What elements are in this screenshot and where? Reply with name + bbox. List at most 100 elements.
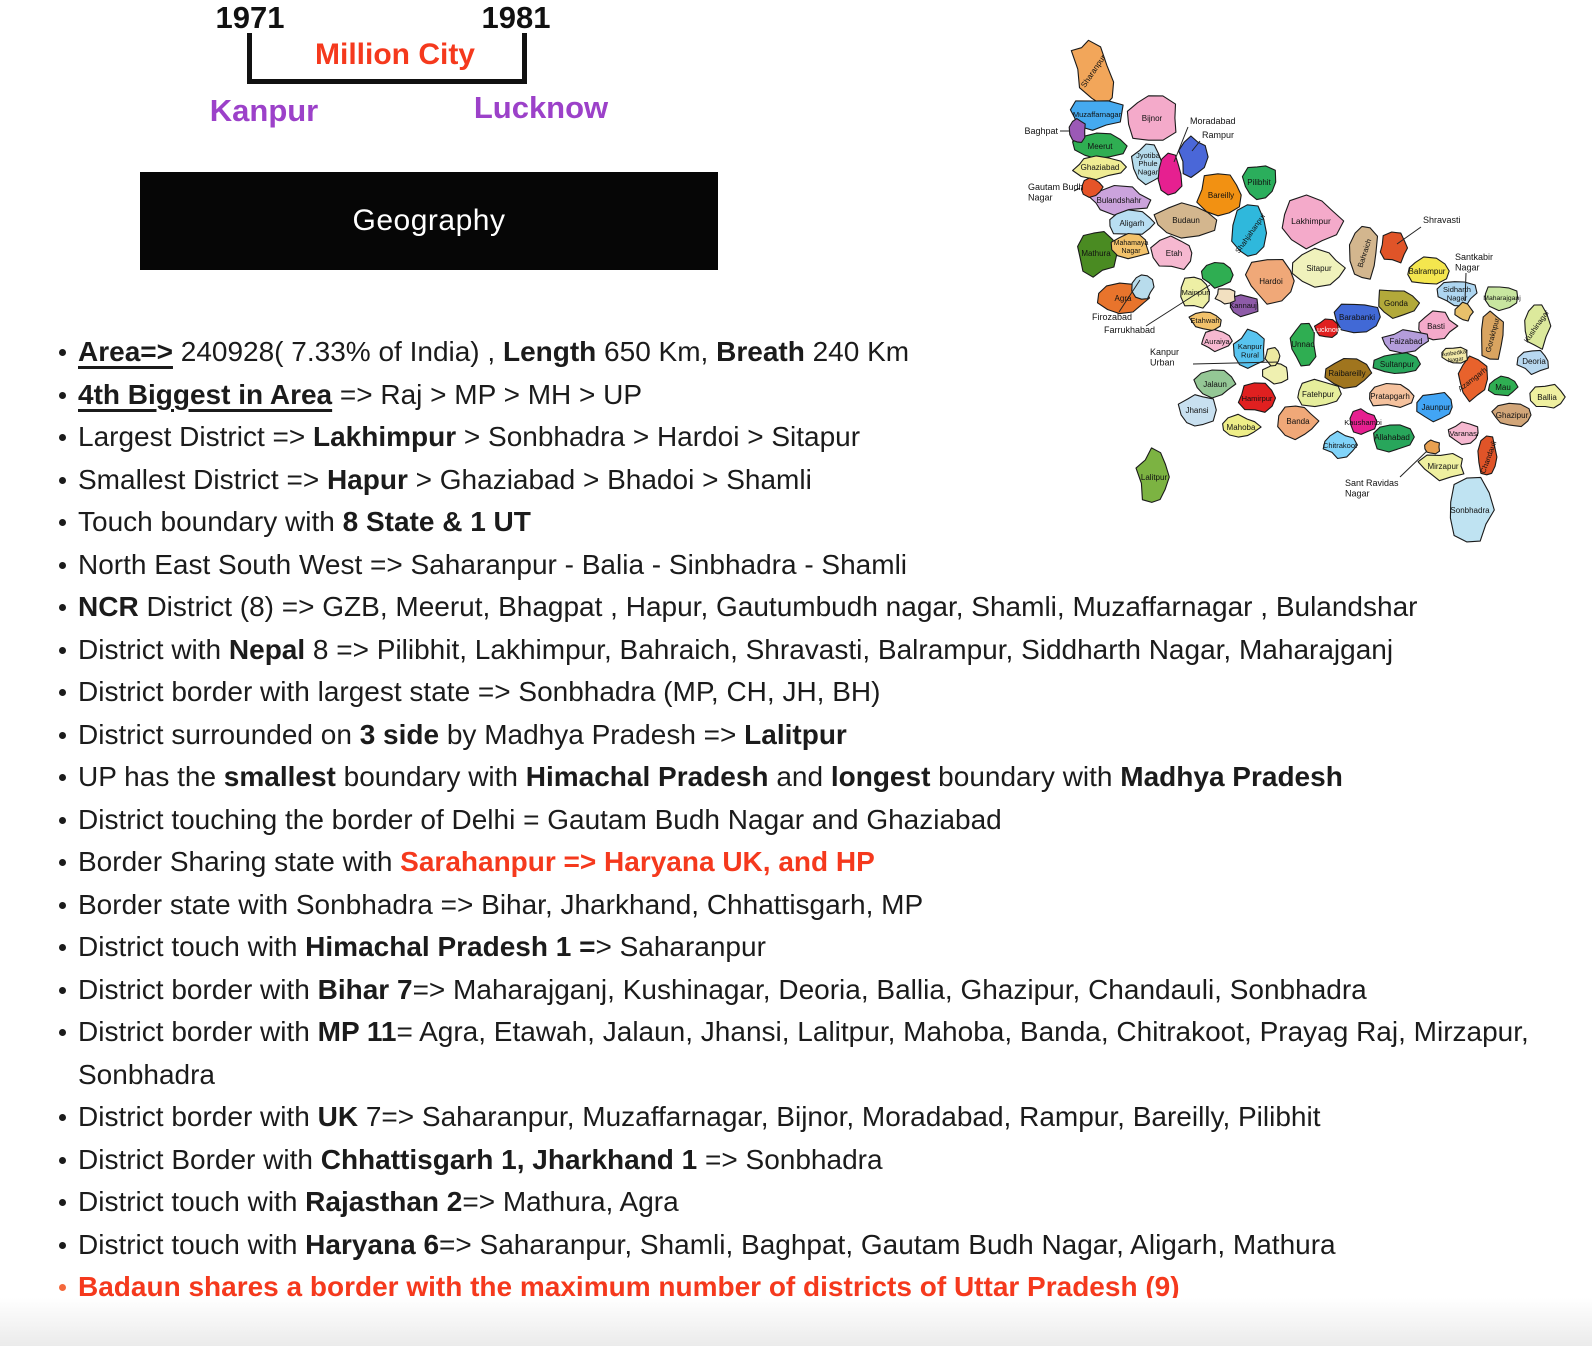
bullet-item: Border state with Sonbhadra => Bihar, Jh… <box>50 884 1538 927</box>
bullet-dot <box>50 799 78 841</box>
bullet-segment: 8 State & 1 UT <box>342 506 531 537</box>
bullet-item: District touching the border of Delhi = … <box>50 799 1538 842</box>
bullet-text: 4th Biggest in Area => Raj > MP > MH > U… <box>78 374 642 417</box>
district-shape-deoria <box>1516 349 1549 376</box>
up-districts-map: Sharanpur Muzaffarnagar Meerut Ghaziabad Bul… <box>1000 25 1592 565</box>
bullet-segment: Haryana 6 <box>305 1228 440 1260</box>
district-shape-filler-pale <box>1262 362 1289 385</box>
geography-banner: Geography <box>140 172 718 270</box>
bullet-segment: District touch with <box>78 931 306 962</box>
district-label-chitrakoot: Chitrakoot <box>1323 441 1358 450</box>
map-outside-label-farrukhabad: Farrukhabad <box>1104 325 1155 335</box>
bullet-text: Smallest District => Hapur > Ghaziabad >… <box>78 459 812 502</box>
bullet-dot <box>50 884 78 926</box>
bullet-text: UP has the smallest boundary with Himach… <box>78 756 1343 799</box>
bullet-segment: Bihar 7 <box>317 973 413 1005</box>
bullet-segment: District with <box>78 633 229 665</box>
bullet-segment: 7=> Saharanpur, Muzaffarnagar, Bijnor, M… <box>358 1101 1321 1132</box>
bullet-text: NCR District (8) => GZB, Meerut, Bhagpat… <box>78 586 1417 629</box>
bullet-segment: District touch with <box>78 1228 306 1260</box>
district-shape-bareilly <box>1196 173 1242 217</box>
district-label-sultanpur: Sultanpur <box>1380 360 1415 369</box>
bullet-item: District touch with Rajasthan 2=> Mathur… <box>50 1181 1538 1224</box>
district-shape-lalitpur <box>1135 447 1170 503</box>
bullet-dot <box>50 969 78 1011</box>
district-shape-firozabad <box>1131 274 1155 300</box>
bullet-text: North East South West => Saharanpur - Ba… <box>78 544 907 587</box>
bullet-text: District border with UK 7=> Saharanpur, … <box>78 1096 1320 1139</box>
district-shape-mainpuri <box>1180 276 1210 309</box>
bullet-text: District touching the border of Delhi = … <box>78 799 1002 842</box>
bullet-dot <box>50 926 78 968</box>
bullet-dot <box>50 1224 78 1266</box>
geography-banner-title: Geography <box>352 204 506 237</box>
bullet-segment: smallest <box>223 761 336 792</box>
bullet-segment: MP 11 <box>317 1016 397 1047</box>
bullet-segment: District border with largest state => So… <box>78 676 881 707</box>
district-label-mau: Mau <box>1495 383 1511 392</box>
district-shape-fatehpur <box>1297 378 1342 408</box>
district-shape-raibareilly <box>1324 357 1373 389</box>
bullet-segment: > Sonbhadra > Hardoi > Sitapur <box>456 421 861 452</box>
bullet-dot <box>50 374 78 416</box>
district-label-hamirpur: Hamirpur <box>1242 394 1273 403</box>
bullet-segment: boundary with <box>930 761 1121 792</box>
bullet-segment: Himachal Pradesh <box>525 761 769 792</box>
district-shape-pilibhit <box>1241 165 1277 201</box>
bullet-dot <box>50 1096 78 1138</box>
bullet-segment: 3 side <box>359 718 440 750</box>
bullet-text: Touch boundary with 8 State & 1 UT <box>78 501 531 544</box>
district-shape-sharanpur <box>1070 39 1115 108</box>
district-shape-banda <box>1277 405 1320 441</box>
district-label-etah: Etah <box>1166 249 1182 258</box>
district-label-allahabad: Allahabad <box>1374 433 1410 442</box>
district-shape-bahraich <box>1348 225 1379 280</box>
bullet-segment: North East South West => Saharanpur - Ba… <box>78 548 908 580</box>
district-shape-bulandshahr <box>1087 184 1152 216</box>
bullet-segment: District border with <box>78 1016 318 1047</box>
bullet-dot <box>50 1139 78 1181</box>
district-shape-jaunpur <box>1416 391 1453 423</box>
bullet-segment: Sarahanpur => Haryana UK, and HP <box>400 846 875 877</box>
bullet-text: District border with largest state => So… <box>78 671 880 714</box>
map-leader-line <box>1191 140 1201 152</box>
bullet-segment: Himachal Pradesh 1 = <box>305 931 596 962</box>
bullet-dot <box>50 459 78 501</box>
bullet-segment: > Saharanpur <box>595 931 766 962</box>
bullet-item: North East South West => Saharanpur - Ba… <box>50 544 1538 587</box>
bullet-dot <box>50 331 78 373</box>
district-shape-kushinagar <box>1524 304 1552 350</box>
up-districts-map-svg: SharanpurMuzaffarnagarMeerutGhaziabadBul… <box>1024 39 1566 543</box>
timeline-year-1971: 1971 <box>215 0 285 35</box>
map-leader-line <box>1173 126 1189 163</box>
district-label-mahoba: Mahoba <box>1227 423 1256 432</box>
district-shape-filler-cream <box>1214 288 1236 305</box>
bullet-dot <box>50 1181 78 1223</box>
district-label-pratapgarh: Pratapgarh <box>1370 392 1410 401</box>
bullet-segment: Chhattisgarh 1, Jharkhand 1 <box>320 1143 698 1175</box>
district-label-mahamaya-nagar: Mahamaya Nagar <box>1114 240 1149 255</box>
district-label-kanpur-rural: Kanpur Rural <box>1238 342 1263 359</box>
district-shape-chandauli <box>1477 435 1498 476</box>
bullet-segment: 240 Km <box>804 336 910 367</box>
district-label-budaun: Budaun <box>1172 216 1200 225</box>
district-shape-jyotiba-phule-nagar <box>1130 143 1163 186</box>
map-leader-line <box>1192 361 1279 365</box>
bullet-dot <box>50 544 78 586</box>
bullet-item: Largest District => Lakhimpur > Sonbhadr… <box>50 416 1538 459</box>
bullet-segment: 650 Km, <box>596 336 717 367</box>
district-label-sidharth-nagar: Sidharth Nagar <box>1443 285 1471 302</box>
bullet-item: Touch boundary with 8 State & 1 UT <box>50 501 1538 544</box>
bullet-segment: Nepal <box>228 633 306 665</box>
district-shape-barabanki <box>1333 303 1381 334</box>
bullet-segment: Madhya Pradesh <box>1120 761 1343 792</box>
bullet-segment: 240928( 7.33% of India) , <box>172 336 503 367</box>
bullet-text: District border with MP 11= Agra, Etawah… <box>78 1011 1538 1096</box>
district-shape-baghpat <box>1068 118 1086 143</box>
district-shape-lucknow <box>1313 318 1339 338</box>
district-shape-mau <box>1487 375 1519 397</box>
bullet-item: Smallest District => Hapur > Ghaziabad >… <box>50 459 1538 502</box>
bullet-text: District Border with Chhattisgarh 1, Jha… <box>78 1139 883 1182</box>
bullet-segment: Breath <box>716 336 805 367</box>
bullet-item: 4th Biggest in Area => Raj > MP > MH > U… <box>50 374 1538 417</box>
